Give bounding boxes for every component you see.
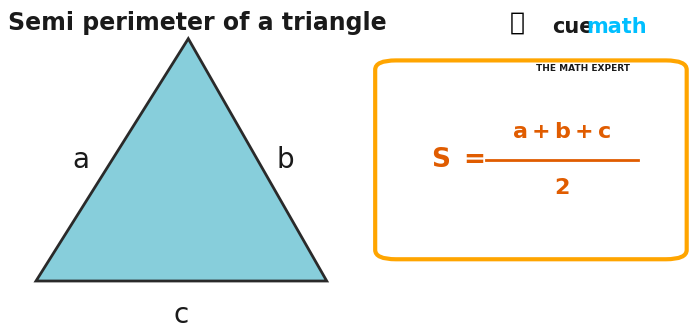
Text: Semi perimeter of a triangle: Semi perimeter of a triangle	[8, 11, 387, 35]
Text: $\mathbf{2}$: $\mathbf{2}$	[555, 178, 570, 198]
Text: $\mathbf{S\ =}$: $\mathbf{S\ =}$	[431, 147, 484, 173]
Text: a: a	[72, 146, 90, 174]
Text: cue: cue	[552, 17, 594, 37]
Polygon shape	[36, 39, 327, 281]
FancyBboxPatch shape	[375, 60, 687, 259]
Text: c: c	[174, 301, 189, 329]
Text: 🚀: 🚀	[509, 11, 525, 35]
Text: THE MATH EXPERT: THE MATH EXPERT	[536, 64, 630, 73]
Text: b: b	[277, 146, 294, 174]
Text: math: math	[587, 17, 647, 37]
Text: $\mathbf{a + b + c}$: $\mathbf{a + b + c}$	[512, 122, 612, 142]
